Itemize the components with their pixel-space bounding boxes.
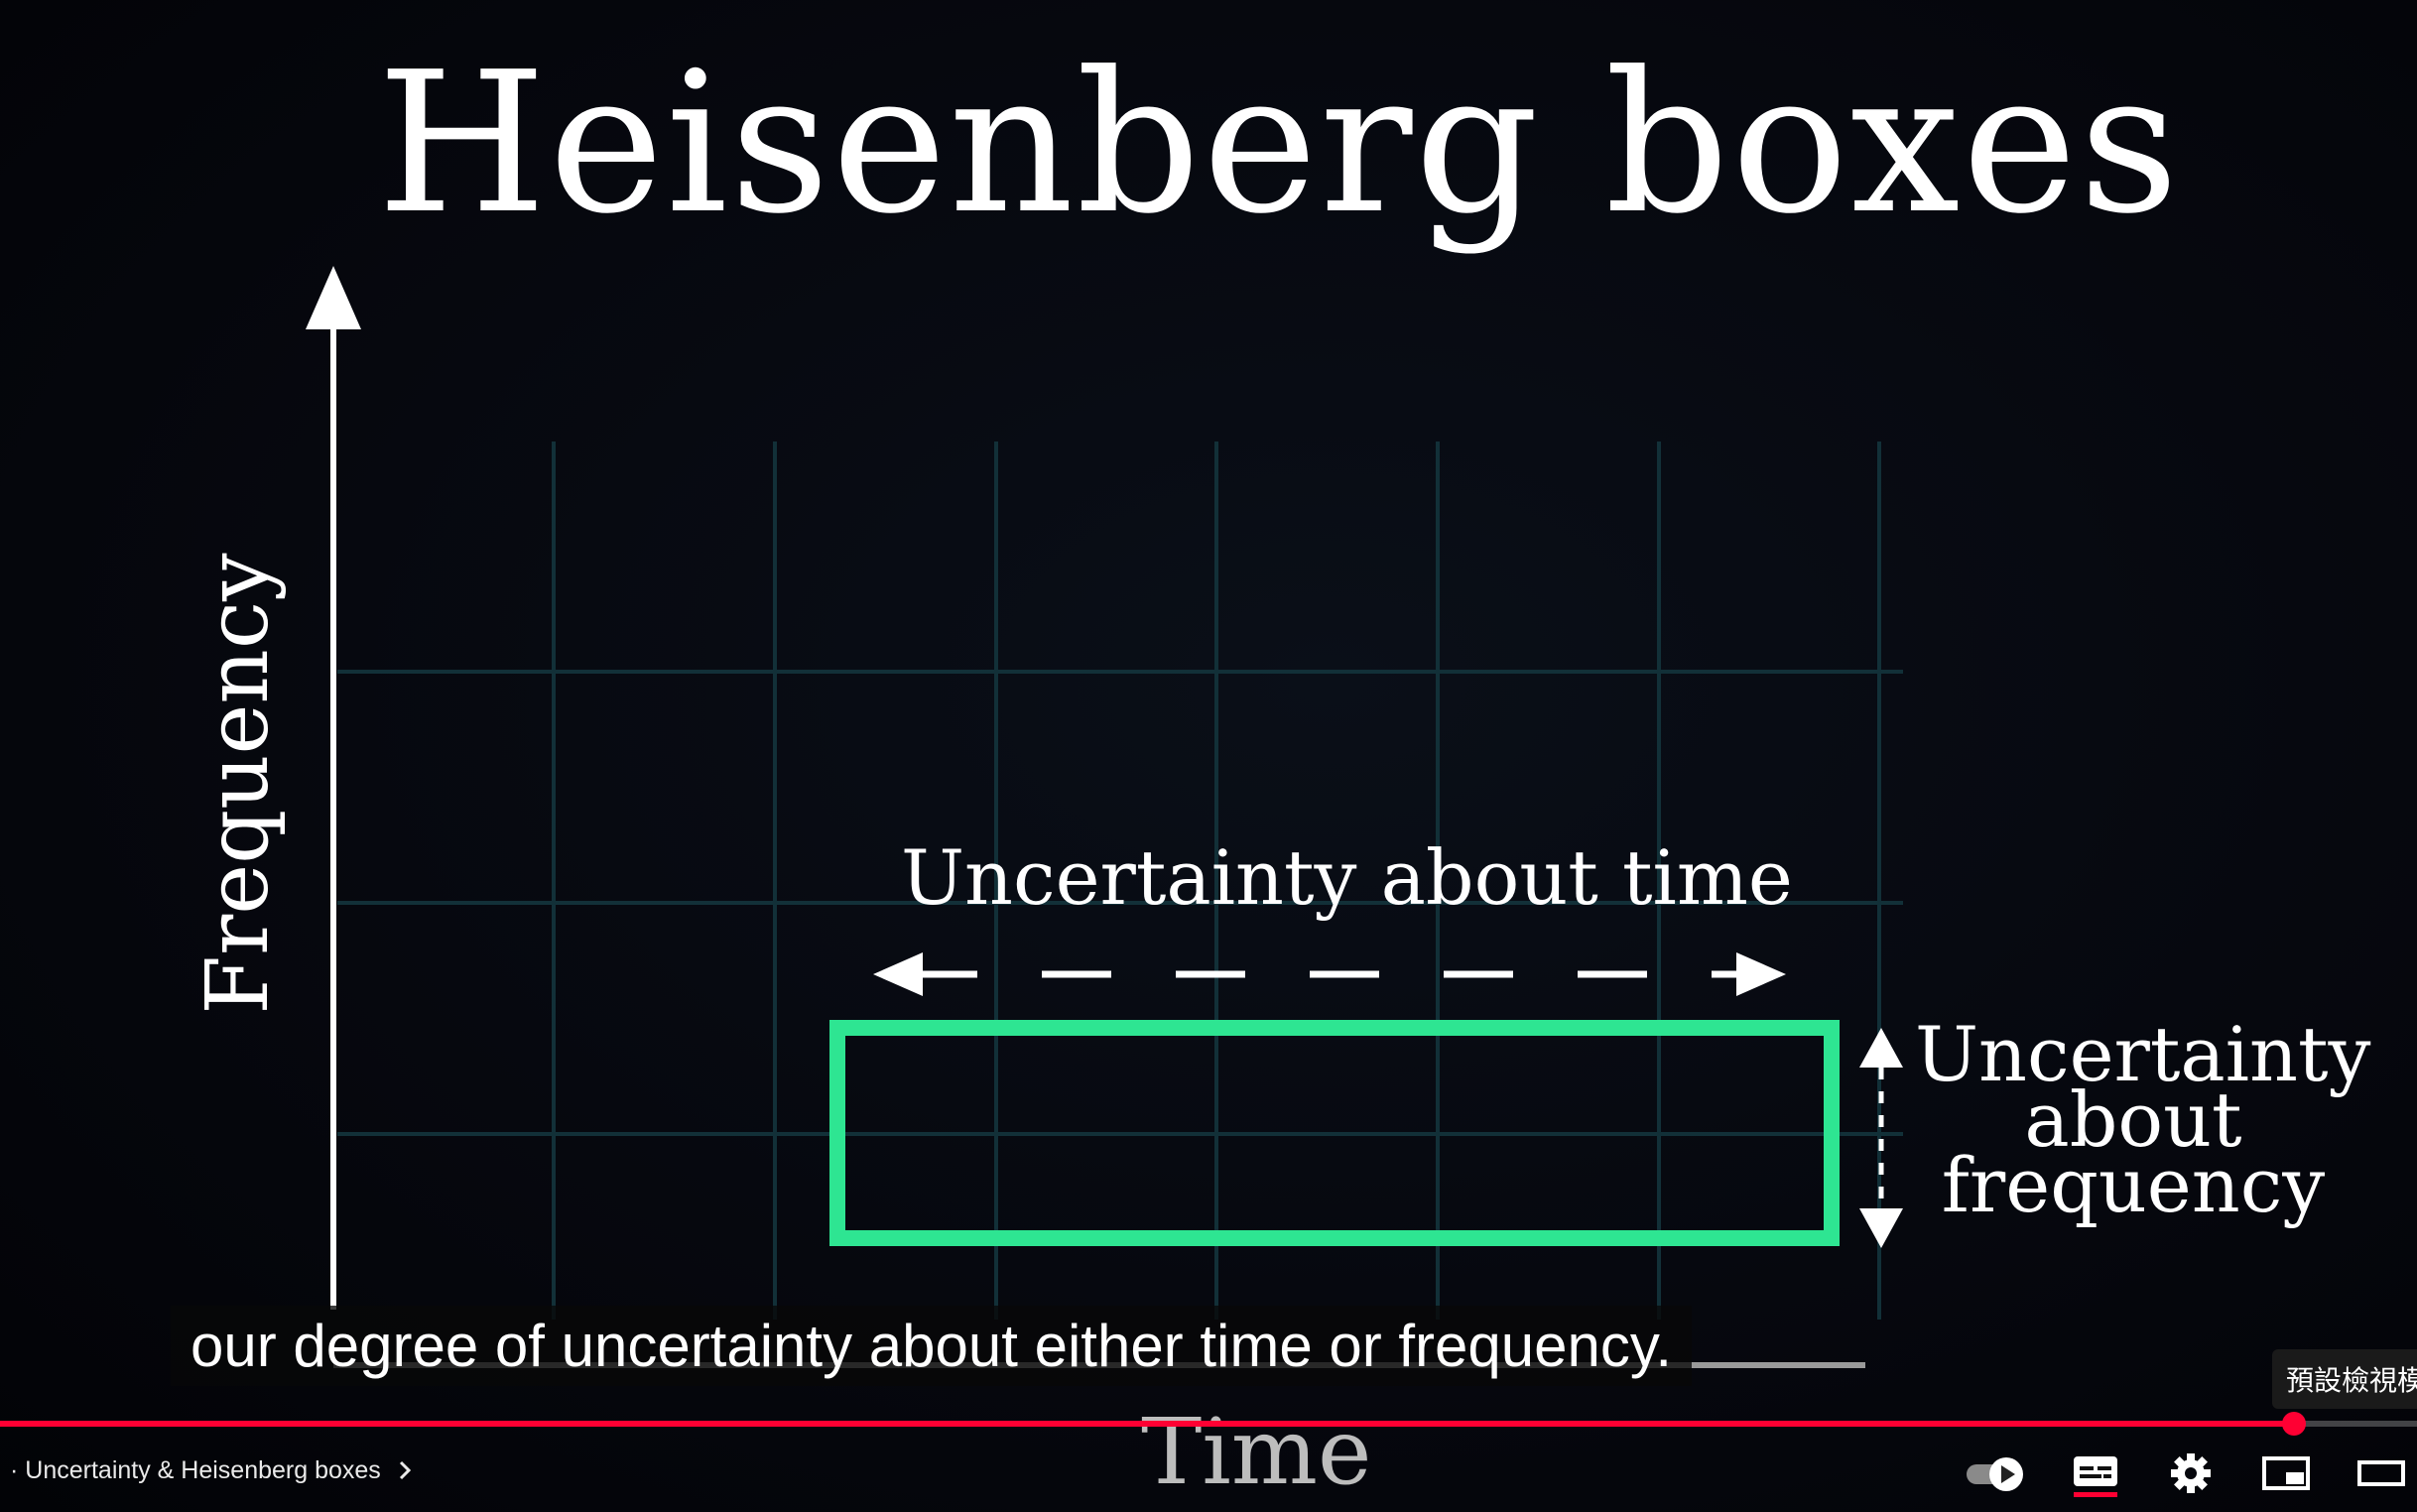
chapter-button[interactable]: · Uncertainty & Heisenberg boxes	[10, 1456, 416, 1485]
arrow-right-icon	[1736, 952, 1786, 996]
y-axis	[306, 266, 361, 1310]
arrow-up-icon	[1859, 1028, 1903, 1068]
progress-bar-played	[0, 1421, 2294, 1427]
x-axis-label: Time	[1141, 1399, 1372, 1505]
video-title-text: Heisenberg boxes	[377, 31, 2181, 257]
arrow-down-icon	[1859, 1208, 1903, 1248]
chapter-title: Uncertainty & Heisenberg boxes	[25, 1456, 381, 1484]
autoplay-toggle-icon	[1967, 1457, 2023, 1491]
y-axis-label: Frequency	[189, 553, 288, 1015]
frequency-uncertainty-line: about	[2024, 1075, 2242, 1164]
frequency-uncertainty-line: frequency	[1941, 1141, 2326, 1229]
arrow-up-icon	[306, 266, 361, 329]
settings-button[interactable]	[2161, 1449, 2221, 1498]
tooltip: 預設檢視模	[2272, 1349, 2417, 1409]
subtitle-caption: our degree of uncertainty about either t…	[171, 1306, 1693, 1386]
heisenberg-box	[829, 1020, 1840, 1246]
autoplay-toggle[interactable]	[1963, 1449, 2032, 1498]
frequency-uncertainty-arrow	[1859, 1028, 1903, 1248]
frequency-uncertainty-line: Uncertainty	[1915, 1010, 2371, 1098]
arrow-left-icon	[873, 952, 923, 996]
scrubber-handle[interactable]	[2282, 1412, 2306, 1436]
chapter-separator: ·	[10, 1456, 19, 1484]
subtitles-icon	[2074, 1456, 2117, 1497]
time-uncertainty-arrow	[873, 952, 1786, 996]
miniplayer-icon	[2262, 1456, 2310, 1490]
time-uncertainty-label: Uncertainty about time	[901, 833, 1793, 922]
gear-icon	[2171, 1453, 2211, 1493]
subtitles-button[interactable]	[2066, 1449, 2125, 1498]
miniplayer-button[interactable]	[2256, 1449, 2316, 1498]
frequency-uncertainty-label: Uncertainty about frequency	[1915, 1010, 2371, 1229]
chevron-right-icon	[399, 1460, 411, 1480]
theater-icon	[2357, 1460, 2405, 1486]
progress-bar[interactable]	[0, 1421, 2417, 1427]
theater-mode-button[interactable]	[2352, 1449, 2411, 1498]
